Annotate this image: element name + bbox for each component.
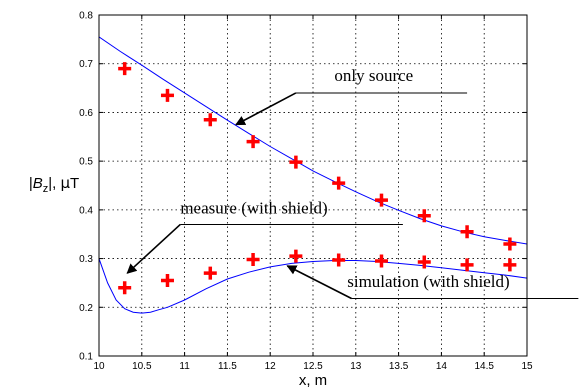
line-only-source xyxy=(99,36,527,245)
marker-measure-only-source xyxy=(503,237,517,251)
x-tick-label: 13 xyxy=(350,361,362,372)
y-axis-label-part: μ xyxy=(60,174,70,192)
x-tick-label: 14.5 xyxy=(474,361,494,372)
grid xyxy=(98,14,528,357)
y-axis-label-part: T xyxy=(70,175,79,192)
marker-measure-with-shield xyxy=(374,254,388,268)
y-axis-label: |Bz|, μT xyxy=(29,174,79,195)
x-tick-label: 15 xyxy=(521,361,533,372)
y-tick-label: 0.6 xyxy=(79,108,93,119)
y-tick-label: 0.8 xyxy=(79,11,93,22)
marker-measure-only-source xyxy=(332,176,346,190)
x-axis-label: x, m xyxy=(299,372,327,387)
y-tick-label: 0.2 xyxy=(79,303,93,314)
marker-measure-only-source xyxy=(160,88,174,102)
y-axis-label-part: B xyxy=(33,175,43,192)
marker-measure-with-shield xyxy=(203,266,217,280)
marker-measure-only-source xyxy=(460,225,474,239)
annotation-measure-with-shield: measure (with shield) xyxy=(126,198,403,274)
marker-measure-only-source xyxy=(118,62,132,76)
y-axis-label-part: z xyxy=(43,183,49,195)
y-tick-label: 0.3 xyxy=(79,254,93,265)
annotation-text: simulation (with shield) xyxy=(347,272,509,291)
x-tick-label: 13.5 xyxy=(389,361,409,372)
x-tick-label: 10.5 xyxy=(132,361,152,372)
series-lines xyxy=(99,36,527,314)
x-tick-label: 14 xyxy=(436,361,448,372)
marker-measure-only-source xyxy=(246,135,260,149)
y-tick-label: 0.4 xyxy=(79,205,93,216)
axis-ticks: 10 10.5 11 11.5 12 12.5 13 13.5 14 14.5 15 0.1 0.2 0.… xyxy=(79,11,533,373)
plot-frame xyxy=(98,14,528,357)
y-tick-label: 0.1 xyxy=(79,352,93,363)
annotation-text: only source xyxy=(334,66,413,85)
series-markers xyxy=(118,62,517,295)
y-tick-label: 0.7 xyxy=(79,59,93,70)
marker-measure-with-shield xyxy=(332,253,346,267)
annotation-text: measure (with shield) xyxy=(180,198,327,217)
line-simulation-with-shield xyxy=(99,258,527,314)
marker-measure-only-source xyxy=(374,193,388,207)
marker-measure-with-shield xyxy=(289,249,303,263)
marker-measure-with-shield xyxy=(503,258,517,272)
x-tick-label: 10 xyxy=(93,361,105,372)
marker-measure-with-shield xyxy=(417,255,431,269)
annotation-arrow xyxy=(126,223,181,274)
x-tick-label: 12 xyxy=(265,361,277,372)
x-tick-label: 11 xyxy=(179,361,190,372)
marker-measure-with-shield xyxy=(160,273,174,287)
annotation-arrow xyxy=(235,92,297,126)
annotation-only-source: only source xyxy=(235,66,468,126)
marker-measure-with-shield xyxy=(246,253,260,267)
y-tick-label: 0.5 xyxy=(79,157,93,168)
x-tick-label: 11.5 xyxy=(218,361,237,372)
y-axis-label-part: | xyxy=(29,175,33,192)
marker-measure-with-shield xyxy=(460,258,474,272)
x-tick-label: 12.5 xyxy=(303,361,323,372)
y-axis-label-part: |, xyxy=(48,175,60,192)
annotation-arrow xyxy=(286,265,352,300)
marker-measure-only-source xyxy=(417,209,431,223)
annotation-simulation-with-shield: simulation (with shield) xyxy=(286,265,579,300)
annotations: only source measure (with shield) simulati… xyxy=(126,66,579,300)
marker-measure-with-shield xyxy=(118,281,132,295)
marker-measure-only-source xyxy=(289,155,303,169)
marker-measure-only-source xyxy=(203,113,217,127)
